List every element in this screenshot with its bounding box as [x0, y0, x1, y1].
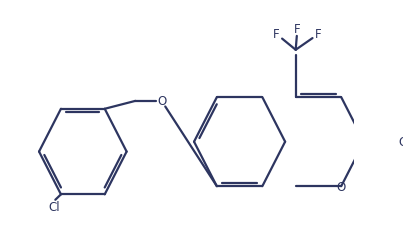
Text: F: F [315, 28, 322, 41]
Text: O: O [398, 136, 403, 149]
Text: Cl: Cl [49, 200, 60, 213]
Text: O: O [337, 180, 346, 193]
Text: F: F [273, 28, 280, 41]
Text: O: O [157, 95, 166, 108]
Text: F: F [294, 22, 301, 35]
